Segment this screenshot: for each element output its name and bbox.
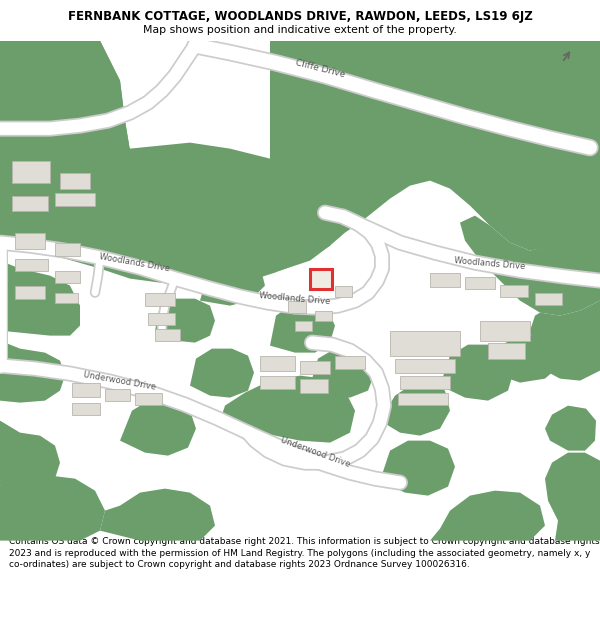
Text: Woodlands Drive: Woodlands Drive (99, 252, 171, 273)
Polygon shape (0, 41, 165, 251)
Polygon shape (270, 304, 335, 352)
Polygon shape (335, 286, 352, 297)
Polygon shape (480, 336, 560, 382)
Polygon shape (72, 402, 100, 414)
Polygon shape (135, 392, 162, 404)
Polygon shape (72, 382, 100, 397)
Polygon shape (12, 161, 50, 182)
Polygon shape (440, 344, 514, 401)
Polygon shape (148, 312, 175, 324)
Polygon shape (60, 173, 90, 189)
Polygon shape (530, 301, 600, 381)
Polygon shape (380, 382, 450, 436)
Polygon shape (0, 41, 340, 286)
Polygon shape (310, 269, 332, 289)
Polygon shape (488, 342, 525, 359)
Polygon shape (545, 406, 596, 451)
Polygon shape (398, 392, 448, 404)
Polygon shape (465, 277, 495, 289)
Text: Map shows position and indicative extent of the property.: Map shows position and indicative extent… (143, 25, 457, 35)
Text: Contains OS data © Crown copyright and database right 2021. This information is : Contains OS data © Crown copyright and d… (9, 538, 599, 569)
Polygon shape (15, 259, 48, 271)
Polygon shape (260, 356, 295, 371)
Polygon shape (190, 349, 254, 398)
Polygon shape (460, 191, 600, 316)
Polygon shape (300, 379, 328, 392)
Text: Woodlands Drive: Woodlands Drive (259, 291, 331, 306)
Polygon shape (0, 476, 105, 541)
Polygon shape (0, 41, 340, 271)
Text: FERNBANK COTTAGE, WOODLANDS DRIVE, RAWDON, LEEDS, LS19 6JZ: FERNBANK COTTAGE, WOODLANDS DRIVE, RAWDO… (68, 10, 532, 22)
Text: Underwood Drive: Underwood Drive (279, 436, 351, 469)
Polygon shape (295, 321, 312, 331)
Polygon shape (155, 329, 180, 341)
Polygon shape (105, 389, 130, 401)
Polygon shape (310, 349, 375, 398)
Polygon shape (12, 196, 48, 211)
Text: Woodlands Drive: Woodlands Drive (454, 256, 526, 271)
Polygon shape (0, 421, 60, 491)
Polygon shape (380, 441, 455, 496)
Polygon shape (0, 261, 80, 336)
Polygon shape (300, 361, 330, 374)
Polygon shape (100, 489, 215, 541)
Polygon shape (220, 376, 355, 442)
Polygon shape (400, 376, 450, 389)
Polygon shape (545, 452, 600, 541)
Polygon shape (200, 256, 265, 306)
Polygon shape (430, 272, 460, 287)
Polygon shape (15, 232, 45, 249)
Polygon shape (480, 321, 530, 341)
Polygon shape (535, 292, 562, 304)
Polygon shape (55, 192, 95, 206)
Polygon shape (315, 311, 332, 321)
Polygon shape (288, 301, 306, 312)
Polygon shape (395, 359, 455, 372)
Polygon shape (390, 331, 460, 356)
Polygon shape (55, 292, 78, 302)
Polygon shape (120, 399, 196, 456)
Polygon shape (270, 41, 600, 266)
Polygon shape (0, 341, 65, 402)
Text: Underwood Drive: Underwood Drive (83, 370, 157, 391)
Polygon shape (430, 491, 545, 541)
Polygon shape (335, 356, 365, 369)
Polygon shape (500, 284, 528, 297)
Polygon shape (55, 271, 80, 282)
Polygon shape (55, 242, 80, 256)
Polygon shape (155, 299, 215, 343)
Polygon shape (15, 286, 45, 299)
Polygon shape (145, 292, 175, 306)
Polygon shape (260, 376, 295, 389)
Text: Cliffe Drive: Cliffe Drive (294, 58, 346, 79)
